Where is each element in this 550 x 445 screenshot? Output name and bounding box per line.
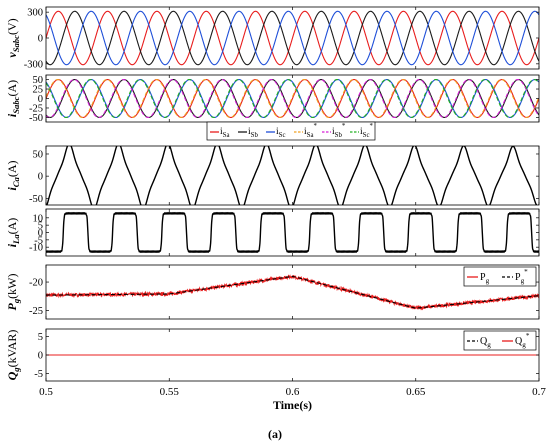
series-line-ila-0 [46, 211, 539, 254]
legend-entry-4: iSb* [332, 123, 346, 139]
legend-entry-0: Qg [480, 336, 491, 349]
x-tick-label: 0.5 [39, 386, 53, 398]
series-group-ila [46, 211, 539, 254]
series-group-ica [46, 146, 539, 205]
plot-area-ica [46, 146, 539, 205]
y-tick-label-vsabc: 0 [38, 34, 43, 45]
x-tick-label: 0.7 [532, 386, 546, 398]
y-tick-label-vsabc: -300 [24, 59, 43, 70]
y-tick-label-vsabc: 300 [27, 8, 43, 19]
axes-frame-ica [45, 145, 540, 206]
y-axis-label-qg: Qg(kVAR) [5, 330, 21, 381]
y-tick-label-ica: 50 [33, 149, 44, 160]
axes-frame-ila [45, 208, 540, 257]
y-axis-label-vsabc: vSabc(V) [5, 18, 21, 57]
figure-label: (a) [268, 427, 282, 441]
y-tick-label-isabc: 0 [38, 94, 43, 105]
plot-area-vsabc [46, 10, 539, 66]
y-tick-label-ila: 10 [33, 213, 44, 224]
x-tick-label: 0.55 [160, 386, 180, 398]
legend-entry-1: Qg* [515, 332, 530, 349]
legend-entry-0: iSa [220, 127, 229, 139]
legend-entry-2: iSc [276, 127, 285, 139]
y-axis-label-ica: iCa(A) [5, 160, 21, 190]
y-tick-label-ila: 5 [38, 221, 43, 232]
legend-entry-0: Pg [480, 272, 490, 285]
series-line-pg-1 [46, 275, 539, 309]
series-group-isabc [46, 78, 539, 119]
y-tick-label-pg: -20 [29, 278, 43, 289]
y-tick-label-ila: -5 [34, 235, 43, 246]
y-tick-label-isabc: 50 [33, 75, 44, 86]
series-line-vsabc-1 [46, 10, 539, 66]
series-line-isabc-2 [46, 78, 539, 119]
y-tick-label-isabc: 25 [33, 85, 44, 96]
panel-qg: 5 0 -5 Qg(kVAR) Qg Qg* 0.5 0.55 0.6 0.65 0.7 Time(s… [5, 328, 546, 412]
legend-box [206, 121, 376, 141]
legend-entry-1: Pg* [515, 268, 528, 285]
legend-pg: Pg Pg* [463, 266, 537, 287]
x-axis-label: Time(s) [273, 398, 312, 412]
y-axis-label-pg: Pg(kW) [5, 274, 21, 311]
plot-area-pg [46, 274, 539, 311]
y-tick-label-qg: 5 [38, 332, 43, 343]
legend-isabc: iSa iSb iSc iSa* iSb* iSc* [206, 121, 376, 141]
panel-pg: -20 -25 Pg(kW) Pg Pg* [5, 264, 540, 320]
series-line-isabc-4 [46, 78, 539, 119]
x-tick-label: 0.65 [406, 386, 426, 398]
y-tick-label-qg: -5 [34, 369, 43, 380]
y-tick-label-ica: -50 [29, 194, 43, 205]
legend-entry-3: iSa* [304, 123, 317, 139]
panel-ica: 50 0 -50 iCa(A) [5, 145, 540, 206]
y-tick-label-pg: -25 [29, 306, 43, 317]
series-line-isabc-3 [46, 78, 539, 119]
y-tick-label-ila: -10 [29, 243, 43, 254]
y-tick-label-isabc: -25 [29, 103, 43, 114]
series-group-vsabc [46, 10, 539, 66]
series-line-ica-0 [46, 146, 539, 205]
legend-box [463, 330, 537, 351]
legend-qg: Qg Qg* [463, 330, 537, 351]
plot-area-isabc [46, 78, 539, 119]
y-axis-label-isabc: iSabc(A) [5, 80, 21, 117]
legend-entry-1: iSb [248, 127, 258, 139]
y-tick-label-qg: 0 [38, 351, 43, 362]
y-axis-label-ila: iLa(A) [5, 218, 21, 248]
x-tick-label: 0.6 [286, 386, 300, 398]
y-tick-label-ila: 0 [38, 228, 43, 239]
legend-box [463, 266, 537, 287]
series-group-pg [46, 274, 539, 311]
series-line-vsabc-0 [46, 10, 539, 66]
series-line-vsabc-2 [46, 10, 539, 66]
legend-entry-5: iSc* [360, 123, 373, 139]
y-tick-label-isabc: -50 [29, 113, 43, 124]
plot-area-ila [46, 211, 539, 254]
y-tick-label-ica: 0 [38, 172, 43, 183]
series-line-isabc-0 [46, 78, 539, 119]
series-line-isabc-5 [46, 78, 539, 119]
